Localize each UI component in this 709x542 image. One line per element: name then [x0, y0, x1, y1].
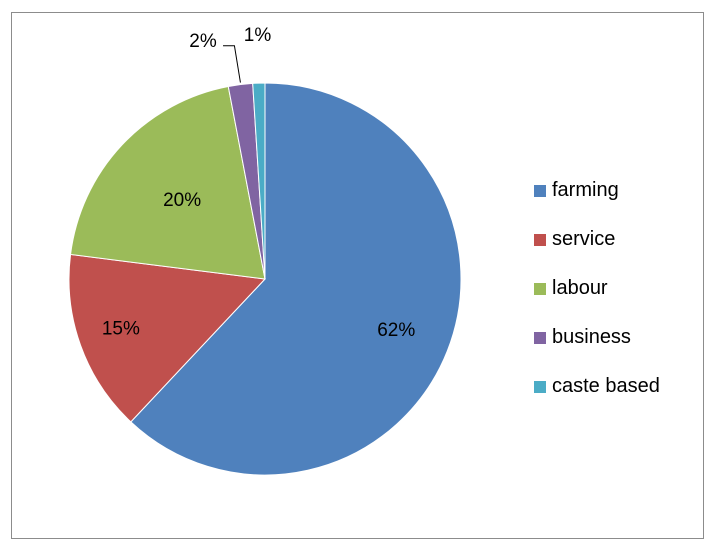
pie-slice-caste-based: [252, 82, 266, 280]
legend-item-caste-based: caste based: [534, 362, 660, 411]
legend: farming service labour business caste ba…: [534, 166, 660, 411]
data-label-service: 15%: [102, 318, 140, 339]
pie-slice-service: [68, 253, 267, 423]
legend-label-farming: farming: [552, 179, 619, 201]
legend-swatch-farming: [534, 184, 546, 197]
data-label-business: 2%: [189, 31, 217, 52]
legend-label-business: business: [552, 326, 631, 348]
legend-label-service: service: [552, 228, 616, 250]
legend-swatch-labour: [534, 282, 546, 295]
data-label-farming: 62%: [377, 320, 415, 341]
leader-line-business: [223, 45, 241, 83]
legend-item-labour: labour: [534, 264, 660, 313]
legend-swatch-business: [534, 331, 546, 344]
legend-item-service: service: [534, 215, 660, 264]
legend-label-caste-based: caste based: [552, 375, 660, 397]
data-label-labour: 20%: [163, 190, 201, 211]
pie-slice-farming: [130, 82, 462, 476]
legend-swatch-caste-based: [534, 380, 546, 393]
pie-slice-labour: [69, 85, 266, 280]
legend-swatch-service: [534, 233, 546, 246]
legend-label-labour: labour: [552, 277, 608, 299]
legend-item-business: business: [534, 313, 660, 362]
legend-item-farming: farming: [534, 166, 660, 215]
data-label-caste-based: 1%: [244, 25, 272, 46]
